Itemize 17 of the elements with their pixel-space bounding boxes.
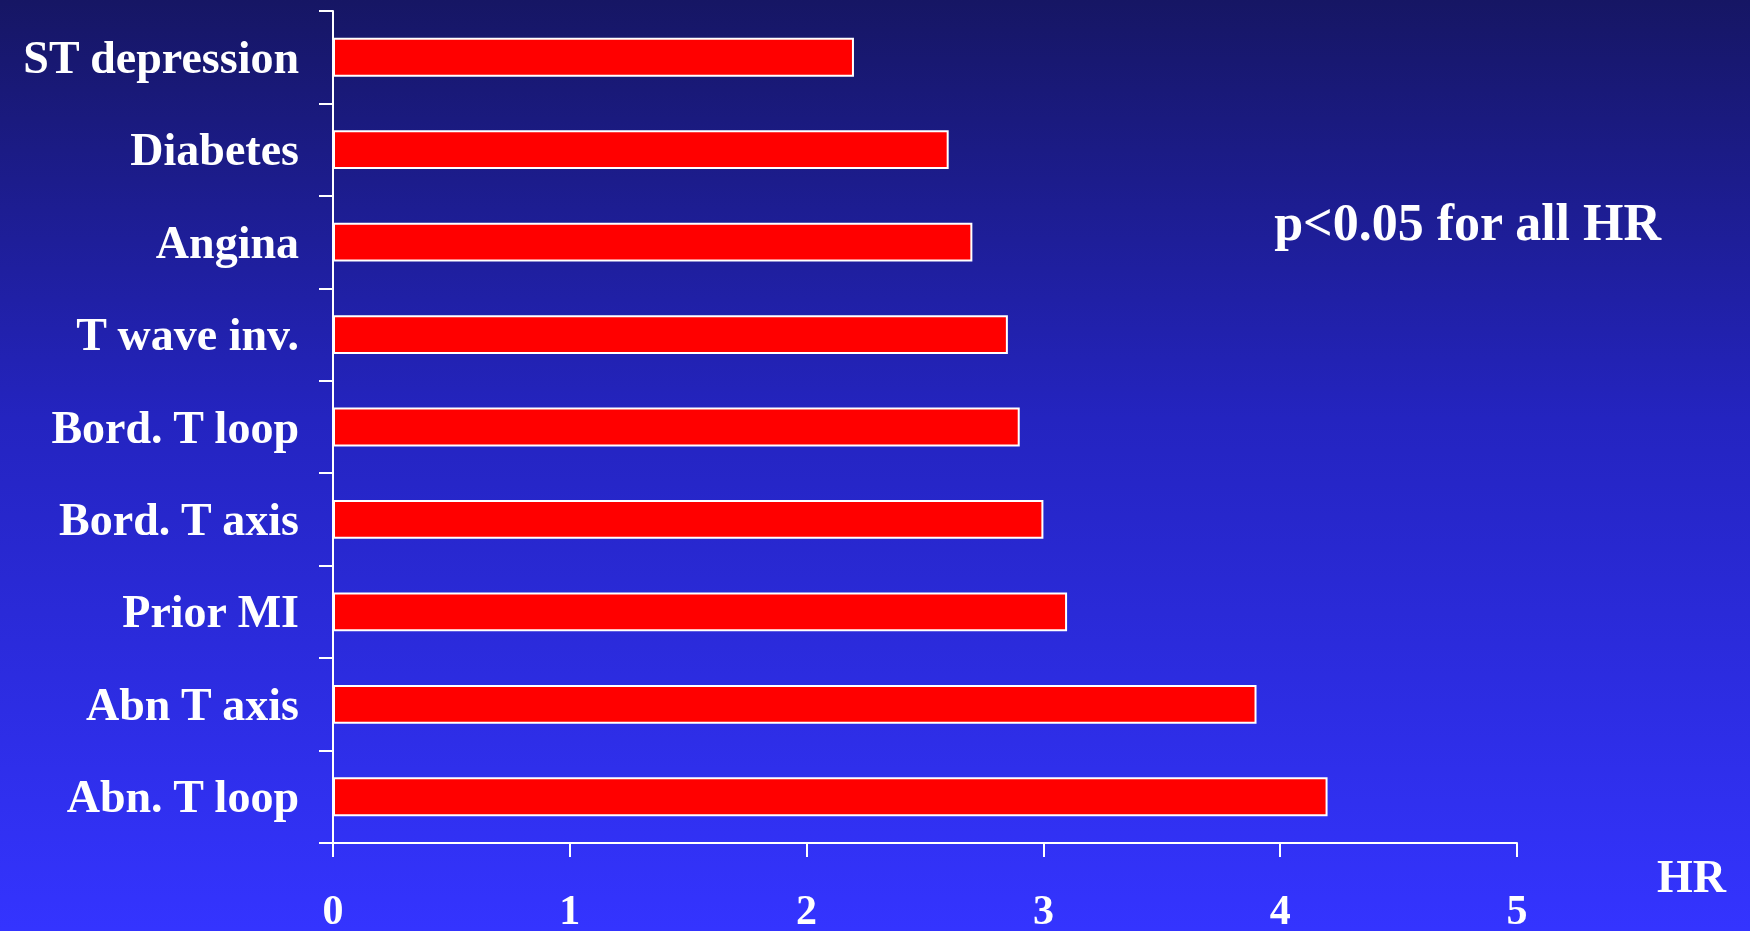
x-tick-label: 5 — [1506, 887, 1528, 931]
y-tick-label: Abn T axis — [85, 678, 299, 730]
y-tick-label: Bord. T loop — [51, 401, 299, 453]
y-tick-label: Bord. T axis — [59, 493, 299, 545]
x-tick-label: 1 — [559, 887, 581, 931]
annotation: p<0.05 for all HR — [1274, 193, 1663, 251]
x-axis-title: HR — [1657, 850, 1727, 902]
x-tick-label: 0 — [322, 887, 344, 931]
y-tick-label: Prior MI — [122, 586, 299, 638]
y-tick-label: Angina — [155, 216, 299, 268]
x-tick-label: 3 — [1032, 887, 1054, 931]
y-tick-label: Abn. T loop — [66, 771, 299, 823]
x-tick-label: 4 — [1269, 887, 1291, 931]
y-tick-label: Diabetes — [130, 124, 299, 176]
y-tick-label: T wave inv. — [76, 309, 299, 361]
x-tick-label: 2 — [796, 887, 818, 931]
y-tick-label: ST depression — [23, 31, 299, 83]
